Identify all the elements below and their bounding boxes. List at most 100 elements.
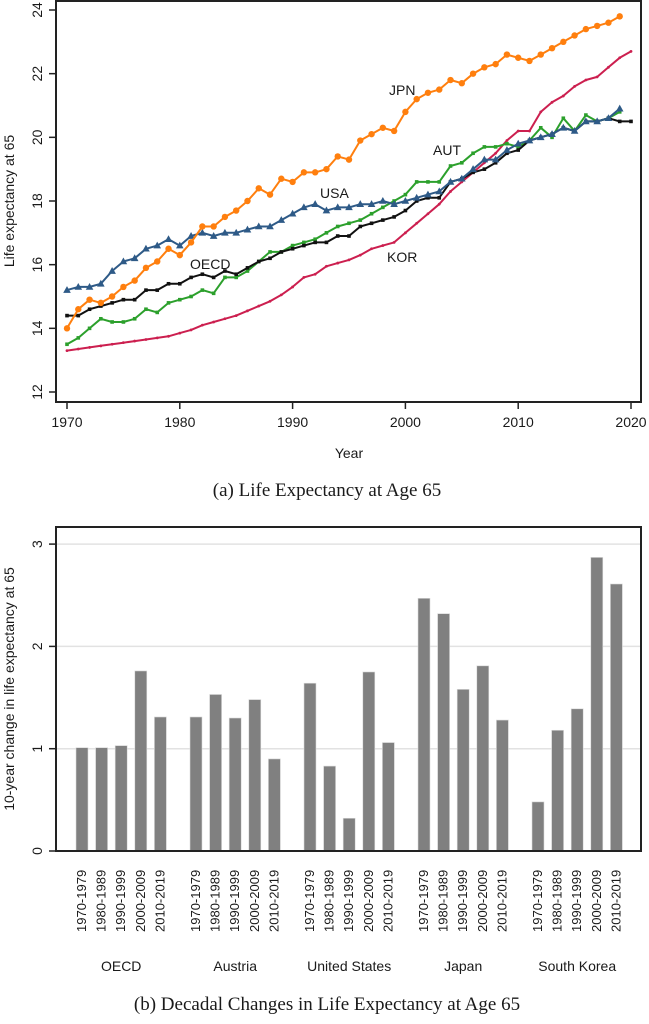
data-point [390, 127, 398, 135]
data-point [367, 200, 376, 207]
data-point [629, 119, 633, 124]
data-point [63, 286, 71, 293]
data-point [245, 266, 250, 270]
data-point [311, 200, 319, 207]
data-point [390, 200, 398, 207]
data-point [223, 317, 227, 321]
category-label: 2010-2019 [608, 870, 623, 932]
data-point [333, 203, 342, 211]
data-point [155, 310, 160, 315]
data-point [142, 264, 150, 272]
axes-layer: 0 1 2 3 [29, 540, 56, 855]
data-point [178, 331, 182, 335]
bar [209, 694, 222, 852]
data-point [76, 336, 81, 340]
data-point [164, 235, 173, 242]
data-point [392, 240, 396, 244]
data-point [176, 251, 183, 259]
x-tick-label: 2000 [390, 414, 421, 430]
data-point [210, 223, 217, 230]
category-label: 2000-2009 [361, 870, 376, 932]
data-point [300, 169, 308, 176]
data-point [550, 100, 554, 104]
category-label: 2010-2019 [494, 870, 509, 932]
data-point [132, 297, 137, 302]
data-point [607, 65, 610, 69]
bar [531, 801, 545, 852]
data-point [198, 228, 207, 236]
data-point [404, 231, 407, 235]
category-label: 2010-2019 [380, 870, 395, 932]
data-point [436, 86, 443, 93]
category-label: 1980-1989 [208, 870, 223, 932]
data-point [268, 250, 272, 254]
data-point [290, 243, 295, 248]
data-point [582, 25, 590, 33]
data-point [291, 285, 294, 289]
data-point [605, 19, 612, 26]
data-point [392, 215, 396, 219]
data-point [615, 104, 624, 112]
category-label: 1990-1999 [227, 870, 242, 932]
data-point [130, 254, 139, 262]
bars-layer [75, 557, 623, 852]
data-point [65, 349, 69, 353]
data-point [336, 261, 340, 265]
data-point [446, 177, 455, 185]
caption-a: (a) Life Expectancy at Age 65 [213, 480, 441, 501]
category-label: 1990-1999 [341, 870, 356, 932]
group-label: South Korea [538, 958, 616, 974]
data-point [108, 267, 116, 274]
group-labels: OECD Austria United States Japan South Korea [101, 958, 616, 974]
x-axis-title: Year [335, 445, 364, 461]
data-point [277, 216, 286, 223]
data-point [211, 275, 216, 280]
data-point [97, 299, 105, 307]
y-tick-label: 2 [29, 642, 45, 650]
bar [476, 665, 490, 852]
series-jpn [63, 13, 623, 332]
y-tick-label: 12 [29, 384, 45, 400]
data-point [414, 180, 419, 184]
data-point [528, 129, 531, 133]
data-point [131, 277, 138, 284]
data-point [302, 240, 306, 245]
data-point [144, 338, 148, 341]
data-point [232, 228, 240, 236]
data-point [415, 221, 419, 225]
x-tick-label: 1970 [51, 414, 82, 430]
data-point [144, 288, 148, 292]
y-tick-label: 24 [29, 2, 45, 18]
data-point [593, 22, 601, 30]
data-point [561, 116, 566, 121]
data-point [471, 151, 475, 156]
data-point [189, 328, 193, 332]
data-point [324, 240, 329, 245]
data-point [536, 133, 545, 141]
data-point [221, 213, 229, 221]
label-jpn: JPN [389, 82, 415, 98]
data-point [63, 325, 71, 332]
data-point [401, 197, 410, 204]
data-point [449, 190, 452, 193]
data-point [480, 155, 489, 163]
category-label: 2010-2019 [266, 870, 281, 932]
group-label: Austria [213, 958, 257, 974]
data-point [87, 307, 92, 312]
data-point [121, 297, 126, 302]
data-point [469, 165, 477, 172]
data-point [178, 281, 182, 286]
category-label: 1990-1999 [113, 870, 128, 932]
data-point [153, 241, 162, 249]
data-point [414, 199, 419, 203]
bar [95, 747, 108, 852]
data-point [200, 323, 204, 327]
data-point [584, 113, 588, 117]
data-point [313, 237, 317, 241]
x-tick-label: 1980 [164, 414, 195, 430]
y-tick-label: 16 [29, 257, 45, 273]
label-aut: AUT [433, 142, 461, 158]
y-axis-title: Life expectancy at 65 [1, 135, 17, 268]
bar [382, 742, 395, 852]
data-point [379, 197, 387, 204]
